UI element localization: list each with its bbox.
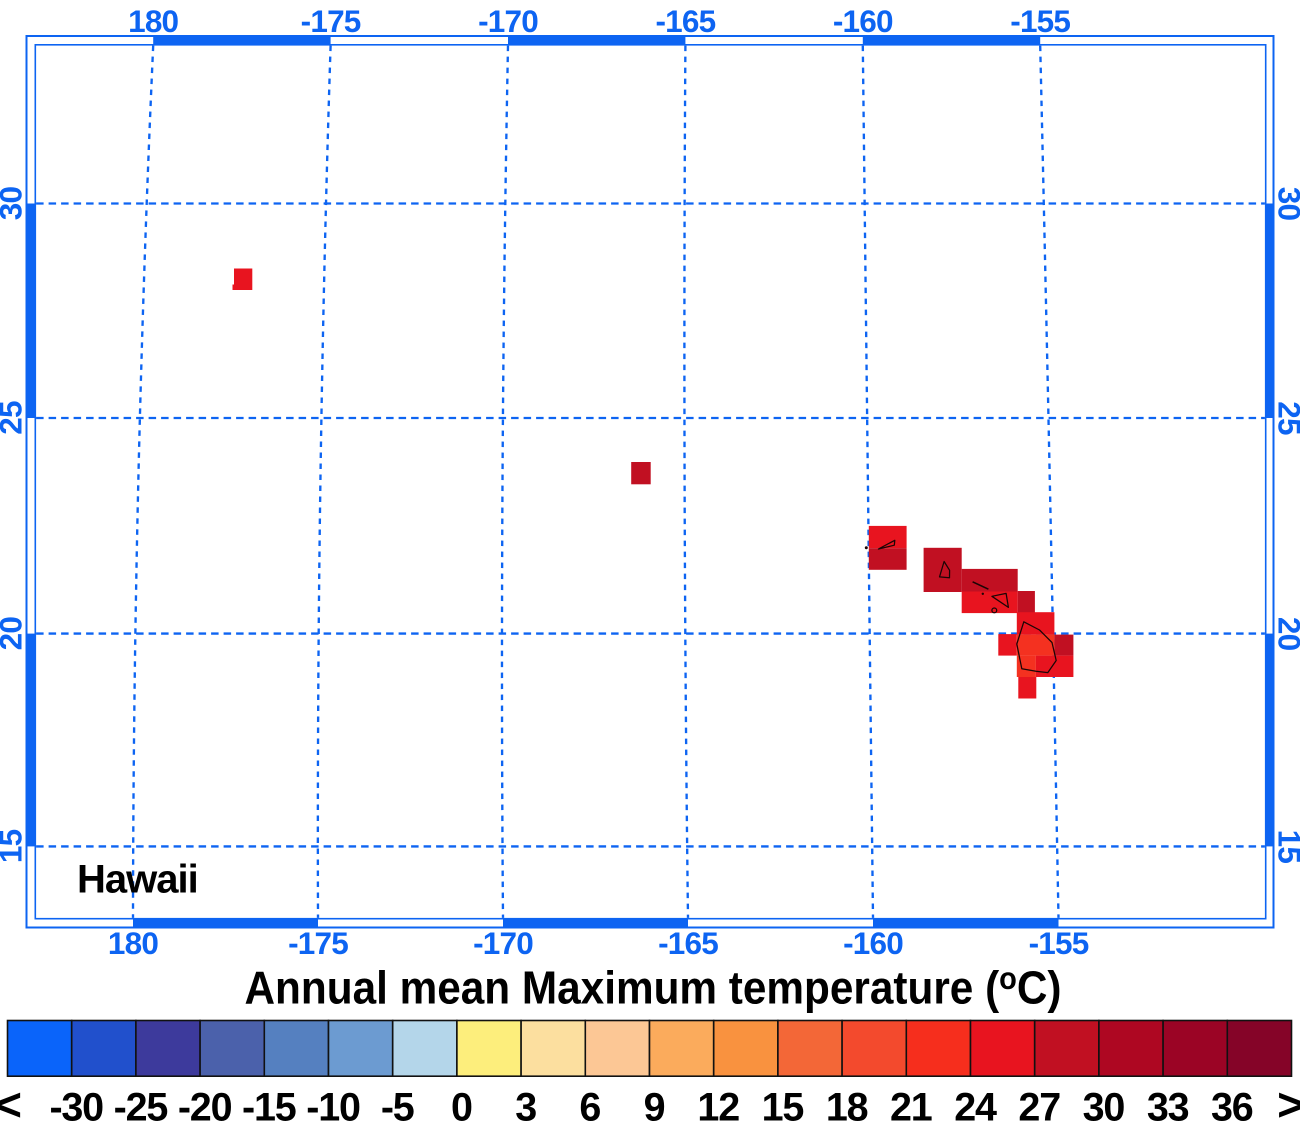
svg-text:15: 15 <box>762 1086 804 1127</box>
svg-text:27: 27 <box>1018 1086 1060 1127</box>
svg-text:6: 6 <box>579 1086 600 1127</box>
svg-text:0: 0 <box>451 1086 472 1127</box>
svg-text:30: 30 <box>1083 1086 1125 1127</box>
svg-text:180: 180 <box>128 3 178 39</box>
svg-text:180: 180 <box>108 925 158 961</box>
svg-text:>: > <box>1277 1079 1300 1127</box>
svg-text:15: 15 <box>0 829 29 863</box>
svg-text:20: 20 <box>1271 617 1300 651</box>
svg-text:33: 33 <box>1147 1086 1189 1127</box>
svg-text:15: 15 <box>1271 830 1300 864</box>
svg-text:36: 36 <box>1211 1086 1253 1127</box>
svg-text:-175: -175 <box>288 925 348 961</box>
svg-text:-155: -155 <box>1010 3 1070 39</box>
svg-text:-10: -10 <box>306 1086 360 1127</box>
svg-text:<: < <box>0 1079 22 1127</box>
svg-text:25: 25 <box>1271 401 1300 435</box>
svg-text:18: 18 <box>826 1086 868 1127</box>
svg-text:-25: -25 <box>114 1086 168 1127</box>
svg-text:-20: -20 <box>178 1086 232 1127</box>
svg-text:12: 12 <box>697 1086 739 1127</box>
svg-text:Annual mean Maximum temperatur: Annual mean Maximum temperature (oC) <box>244 962 1061 1014</box>
svg-text:-155: -155 <box>1029 925 1089 961</box>
svg-text:Hawaii: Hawaii <box>77 857 198 901</box>
svg-text:-30: -30 <box>49 1086 103 1127</box>
svg-text:-15: -15 <box>242 1086 296 1127</box>
svg-text:-170: -170 <box>478 3 538 39</box>
svg-text:3: 3 <box>515 1086 536 1127</box>
svg-text:25: 25 <box>0 401 29 435</box>
svg-text:20: 20 <box>0 617 29 651</box>
svg-text:-175: -175 <box>301 3 361 39</box>
svg-text:30: 30 <box>0 187 29 221</box>
svg-text:-160: -160 <box>833 3 893 39</box>
svg-text:-170: -170 <box>473 925 533 961</box>
svg-text:-160: -160 <box>843 925 903 961</box>
svg-text:30: 30 <box>1271 187 1300 221</box>
svg-text:9: 9 <box>644 1086 665 1127</box>
svg-text:21: 21 <box>890 1086 932 1127</box>
svg-text:-165: -165 <box>658 925 718 961</box>
svg-text:24: 24 <box>954 1086 997 1127</box>
svg-text:-165: -165 <box>655 3 715 39</box>
svg-text:-5: -5 <box>381 1086 414 1127</box>
